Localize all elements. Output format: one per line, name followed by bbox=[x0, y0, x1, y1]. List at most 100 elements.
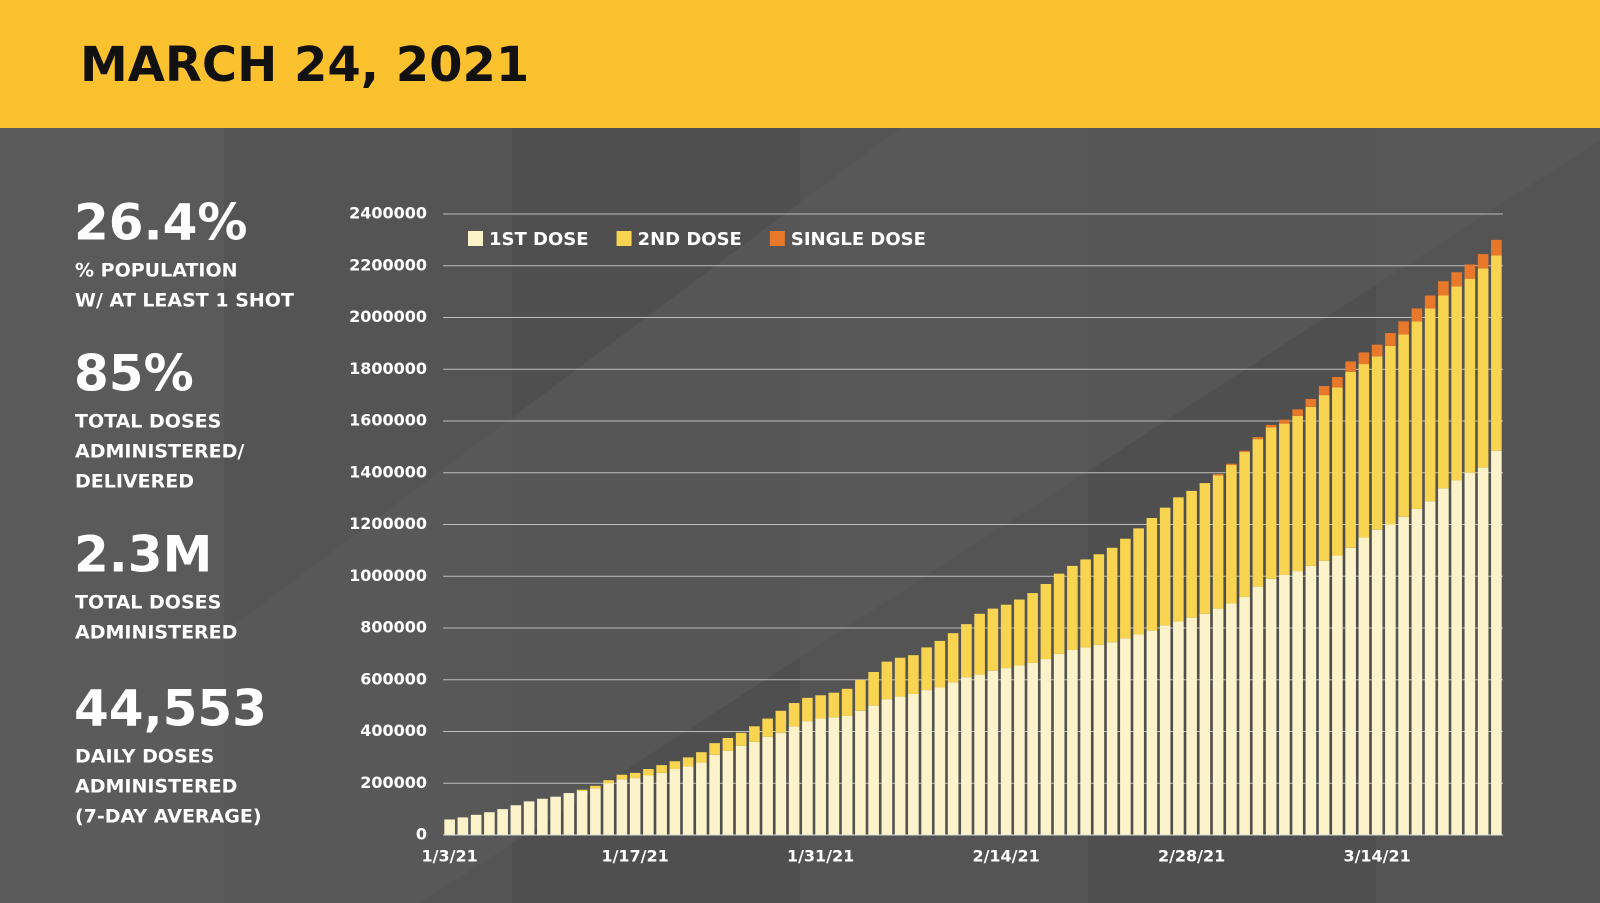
bar-segment bbox=[563, 793, 575, 835]
bar-segment bbox=[1080, 559, 1091, 648]
bar-segment bbox=[894, 696, 906, 835]
bar-segment bbox=[974, 613, 985, 675]
bar-segment bbox=[1371, 344, 1383, 357]
bar-segment bbox=[1226, 463, 1237, 465]
bar-segment bbox=[841, 688, 853, 716]
bar-segment bbox=[961, 624, 972, 678]
bar-segment bbox=[947, 633, 959, 683]
stat-label: (7-DAY AVERAGE) bbox=[75, 806, 262, 828]
y-tick-label: 1400000 bbox=[349, 462, 427, 481]
bar-segment bbox=[815, 695, 826, 719]
bar-segment bbox=[1053, 653, 1065, 835]
bar-segment bbox=[1438, 281, 1449, 296]
bar-segment bbox=[629, 772, 641, 779]
bar-segment bbox=[934, 687, 946, 835]
stat-label: ADMINISTERED/ bbox=[75, 441, 244, 463]
bar-segment bbox=[855, 710, 866, 835]
bar-segment bbox=[1173, 621, 1184, 835]
bar-segment bbox=[1027, 593, 1038, 663]
bar-segment bbox=[1106, 642, 1118, 835]
bar-segment bbox=[1120, 638, 1131, 835]
bar-segment bbox=[735, 745, 747, 835]
bar-segment bbox=[855, 679, 866, 711]
bar-segment bbox=[1491, 255, 1502, 451]
legend-swatch bbox=[769, 231, 785, 246]
bar-segment bbox=[1014, 665, 1025, 835]
bar-segment bbox=[1159, 625, 1171, 835]
header-band bbox=[0, 0, 1600, 128]
bar-segment bbox=[669, 761, 681, 770]
bar-segment bbox=[643, 775, 654, 835]
stat-value: 44,553 bbox=[74, 680, 267, 738]
stat-value: 85% bbox=[74, 345, 194, 403]
bar-segment bbox=[550, 796, 561, 835]
bar-segment bbox=[749, 741, 760, 835]
bar-segment bbox=[1120, 538, 1131, 639]
bar-segment bbox=[1173, 497, 1184, 622]
bar-segment bbox=[696, 752, 707, 763]
bar-segment bbox=[1265, 578, 1277, 835]
bar-segment bbox=[1239, 596, 1250, 835]
bar-segment bbox=[1279, 423, 1290, 575]
bar-segment bbox=[1014, 599, 1025, 666]
bar-segment bbox=[1146, 518, 1158, 631]
stat-label: W/ AT LEAST 1 SHOT bbox=[75, 290, 294, 312]
y-tick-label: 600000 bbox=[360, 669, 427, 688]
bar-segment bbox=[1239, 452, 1250, 597]
bar-segment bbox=[1385, 524, 1396, 835]
bar-segment bbox=[1212, 474, 1224, 476]
bar-segment bbox=[1477, 268, 1489, 468]
bar-segment bbox=[590, 788, 601, 835]
bar-segment bbox=[1133, 634, 1144, 835]
legend-label: SINGLE DOSE bbox=[791, 229, 926, 250]
bar-segment bbox=[1451, 480, 1462, 835]
bar-segment bbox=[457, 817, 469, 835]
bar-segment bbox=[576, 791, 588, 835]
y-tick-label: 1200000 bbox=[349, 514, 427, 533]
bar-segment bbox=[921, 647, 932, 691]
legend-swatch bbox=[468, 231, 483, 246]
bar-segment bbox=[1411, 321, 1423, 509]
bar-segment bbox=[709, 743, 720, 755]
x-tick-label: 1/31/21 bbox=[787, 847, 854, 866]
y-tick-label: 1600000 bbox=[349, 411, 427, 430]
bar-segment bbox=[537, 798, 548, 835]
bar-segment bbox=[1318, 560, 1330, 835]
bar-segment bbox=[1358, 352, 1370, 365]
bar-segment bbox=[1464, 472, 1476, 835]
bar-segment bbox=[987, 608, 999, 671]
bar-segment bbox=[497, 809, 508, 835]
bar-segment bbox=[1305, 565, 1317, 835]
stat-label: TOTAL DOSES bbox=[75, 592, 221, 614]
bar-segment bbox=[1305, 399, 1317, 407]
bar-segment bbox=[643, 769, 654, 776]
stat-label: DAILY DOSES bbox=[75, 746, 214, 768]
bar-segment bbox=[1186, 617, 1197, 835]
bar-segment bbox=[576, 789, 588, 792]
bar-segment bbox=[1239, 450, 1250, 453]
bar-segment bbox=[1332, 377, 1343, 388]
bar-segment bbox=[987, 670, 999, 835]
bar-segment bbox=[1371, 529, 1383, 835]
bar-segment bbox=[762, 718, 773, 737]
bar-segment bbox=[1292, 415, 1303, 572]
bar-segment bbox=[1212, 475, 1224, 609]
bar-segment bbox=[603, 780, 614, 784]
bar-segment bbox=[908, 693, 919, 835]
background-diagonal bbox=[0, 128, 1600, 903]
bar-segment bbox=[1318, 386, 1330, 396]
bar-segment bbox=[1133, 528, 1144, 635]
bar-segment bbox=[1199, 483, 1211, 614]
y-tick-label: 2400000 bbox=[349, 204, 427, 223]
bar-segment bbox=[1451, 272, 1462, 287]
bar-segment bbox=[961, 677, 972, 835]
bar-segment bbox=[470, 814, 482, 835]
bar-segment bbox=[1332, 555, 1343, 835]
bar-segment bbox=[868, 705, 879, 835]
bar-segment bbox=[590, 785, 601, 789]
bar-segment bbox=[1464, 264, 1476, 279]
bar-segment bbox=[722, 750, 734, 835]
bar-segment bbox=[1477, 467, 1489, 835]
